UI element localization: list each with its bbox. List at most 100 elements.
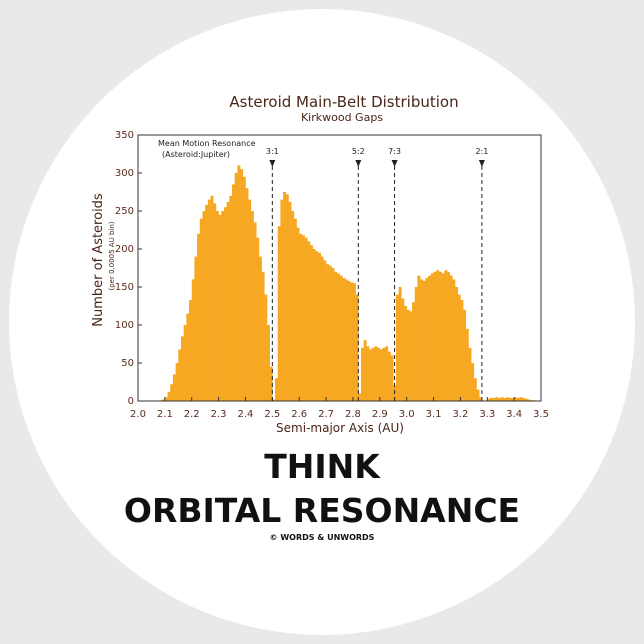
- y-axis-label: Number of Asteroids: [91, 193, 106, 327]
- bar: [369, 349, 373, 401]
- annotation: Mean Motion Resonance: [158, 139, 256, 148]
- bar: [460, 299, 464, 401]
- bar: [304, 237, 308, 401]
- bar: [288, 201, 292, 401]
- bar: [342, 277, 346, 401]
- bar: [339, 275, 343, 401]
- headline: THINK: [264, 447, 381, 486]
- bar: [307, 241, 311, 401]
- bar: [248, 199, 252, 401]
- resonance-label: 7:3: [388, 147, 401, 156]
- bar: [178, 349, 182, 401]
- resonance-label: 2:1: [475, 147, 488, 156]
- bar: [492, 397, 496, 401]
- bar: [264, 294, 268, 401]
- x-tick-label: 2.0: [130, 409, 146, 420]
- bar: [511, 397, 515, 401]
- bar: [269, 366, 273, 401]
- bar: [516, 397, 520, 401]
- bar: [164, 397, 168, 401]
- bar: [471, 363, 475, 401]
- bar: [403, 306, 407, 401]
- chart-subtitle: Kirkwood Gaps: [301, 111, 383, 124]
- bar: [436, 270, 440, 401]
- bar: [412, 302, 416, 401]
- bar: [468, 347, 472, 401]
- bar: [250, 211, 254, 401]
- bar: [355, 294, 359, 401]
- bar: [350, 282, 354, 401]
- bar: [210, 195, 214, 401]
- x-tick-label: 3.2: [452, 409, 468, 420]
- bar: [232, 184, 236, 401]
- resonance-marker: [391, 160, 398, 167]
- bar: [398, 287, 402, 401]
- bar: [213, 203, 217, 401]
- bar: [382, 347, 386, 401]
- bar: [334, 271, 338, 401]
- bar: [223, 207, 227, 401]
- bar: [331, 268, 335, 401]
- bar: [312, 249, 316, 401]
- bar: [266, 325, 270, 401]
- bar: [191, 279, 195, 401]
- bar: [379, 349, 383, 401]
- bar: [479, 397, 483, 401]
- bar: [323, 260, 327, 401]
- bar: [180, 336, 184, 401]
- bar: [457, 294, 461, 401]
- bar: [495, 397, 499, 401]
- bar: [221, 211, 225, 401]
- bar: [277, 226, 281, 401]
- bar: [320, 256, 324, 401]
- bar: [301, 235, 305, 401]
- bar: [199, 218, 203, 401]
- x-axis-label: Semi-major Axis (AU): [276, 421, 404, 435]
- bar: [272, 399, 276, 401]
- bar: [226, 201, 230, 401]
- bar: [205, 204, 209, 401]
- bar: [430, 273, 434, 401]
- bar: [242, 176, 246, 401]
- bar: [285, 194, 289, 401]
- x-tick-label: 3.4: [506, 409, 522, 420]
- y-tick-label: 300: [115, 168, 134, 179]
- bar: [527, 399, 531, 401]
- bar: [449, 275, 453, 401]
- bar: [417, 275, 421, 401]
- plot-frame: [137, 134, 542, 402]
- bar: [420, 279, 424, 401]
- bar: [395, 294, 399, 401]
- bar: [473, 378, 477, 401]
- bar: [446, 271, 450, 401]
- bar: [489, 397, 493, 401]
- bar: [374, 346, 378, 401]
- bar: [197, 233, 201, 401]
- resonance-marker: [269, 160, 276, 167]
- resonance-label: 5:2: [352, 147, 365, 156]
- bar: [465, 328, 469, 401]
- bar: [377, 347, 381, 401]
- y-tick-label: 250: [115, 206, 134, 217]
- x-tick-label: 2.3: [211, 409, 227, 420]
- y-tick-label: 50: [121, 358, 134, 369]
- bar: [261, 271, 265, 401]
- bar: [358, 393, 362, 401]
- bar: [215, 211, 219, 401]
- bar: [280, 199, 284, 401]
- x-tick-label: 2.6: [291, 409, 307, 420]
- bar: [401, 298, 405, 401]
- bar: [172, 374, 176, 401]
- x-tick-label: 2.5: [264, 409, 280, 420]
- annotation: (Asteroid:Jupiter): [162, 150, 230, 159]
- bar: [283, 192, 287, 401]
- credit: © WORDS & UNWORDS: [270, 533, 375, 542]
- bar: [189, 299, 193, 401]
- x-tick-label: 2.9: [372, 409, 388, 420]
- y-tick-label: 200: [115, 244, 134, 255]
- bar: [175, 363, 179, 401]
- bar: [344, 279, 348, 401]
- bar: [366, 346, 370, 401]
- bar: [414, 287, 418, 401]
